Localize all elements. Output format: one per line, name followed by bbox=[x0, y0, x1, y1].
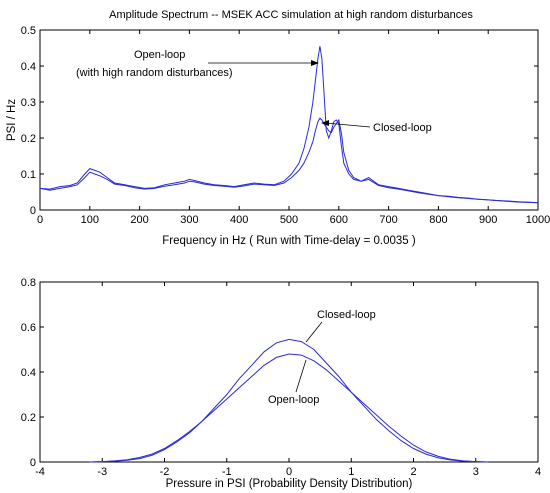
spectrum-y-ticks: 0 0.1 0.2 0.3 0.4 0.5 bbox=[21, 25, 538, 217]
annotation-arrows-top bbox=[208, 60, 371, 128]
y-tick-label: 0.6 bbox=[21, 322, 36, 334]
pdf-x-ticks: -4 -3 -2 -1 0 1 2 3 4 bbox=[35, 282, 541, 478]
y-tick-label: 0.2 bbox=[21, 133, 36, 145]
x-tick-label: 300 bbox=[180, 214, 198, 226]
y-tick-label: 0 bbox=[30, 457, 36, 469]
y-tick-label: 0.1 bbox=[21, 169, 36, 181]
x-tick-label: 200 bbox=[130, 214, 148, 226]
y-tick-label: 0.5 bbox=[21, 25, 36, 37]
x-tick-label: 4 bbox=[535, 466, 541, 478]
y-tick-label: 0.4 bbox=[21, 61, 36, 73]
arrowhead-closed-loop-top bbox=[321, 120, 329, 126]
x-tick-label: -2 bbox=[160, 466, 170, 478]
y-tick-label: 0.4 bbox=[21, 367, 36, 379]
x-tick-label: 0 bbox=[37, 214, 43, 226]
arrow-closed-loop-top bbox=[325, 122, 371, 128]
spectrum-x-ticks: 0 100 200 300 400 500 600 700 800 900 1000 bbox=[37, 30, 550, 226]
arrowhead-open-loop-top bbox=[311, 60, 319, 66]
y-tick-label: 0 bbox=[30, 205, 36, 217]
annotation-open-loop-sub: (with high random disturbances) bbox=[76, 67, 233, 79]
x-tick-label: -4 bbox=[35, 466, 45, 478]
x-tick-label: 100 bbox=[81, 214, 99, 226]
x-tick-label: -3 bbox=[97, 466, 107, 478]
x-tick-label: 400 bbox=[230, 214, 248, 226]
spectrum-lines bbox=[39, 46, 539, 204]
x-tick-label: 500 bbox=[280, 214, 298, 226]
pdf-x-label: Pressure in PSI (Probability Density Dis… bbox=[166, 478, 413, 490]
arrow-open-loop-bottom bbox=[295, 359, 307, 393]
annotation-closed-loop-bottom: Closed-loop bbox=[317, 309, 376, 321]
annotation-open-loop-bottom: Open-loop bbox=[268, 394, 319, 406]
x-tick-label: 600 bbox=[330, 214, 348, 226]
series-line-1 bbox=[89, 338, 489, 463]
pdf-lines bbox=[89, 338, 489, 463]
x-tick-label: 700 bbox=[379, 214, 397, 226]
x-tick-label: 0 bbox=[286, 466, 292, 478]
series-line-2 bbox=[39, 117, 539, 204]
annotation-closed-loop-top: Closed-loop bbox=[373, 122, 432, 134]
x-tick-label: 900 bbox=[479, 214, 497, 226]
x-tick-label: 3 bbox=[473, 466, 479, 478]
y-tick-label: 0.3 bbox=[21, 97, 36, 109]
y-tick-label: 0.2 bbox=[21, 412, 36, 424]
annotation-open-loop-top: Open-loop bbox=[134, 49, 185, 61]
pdf-y-ticks: 0 0.2 0.4 0.6 0.8 bbox=[21, 277, 538, 469]
pdf-axes-box bbox=[39, 281, 539, 463]
spectrum-chart: Amplitude Spectrum -- MSEK ACC simulatio… bbox=[6, 9, 550, 247]
x-tick-label: 2 bbox=[410, 466, 416, 478]
spectrum-x-label: Frequency in Hz ( Run with Time-delay = … bbox=[162, 235, 416, 247]
series-line-2 bbox=[89, 353, 489, 463]
arrow-closed-loop-bottom bbox=[305, 321, 323, 343]
x-tick-label: -1 bbox=[222, 466, 232, 478]
y-tick-label: 0.8 bbox=[21, 277, 36, 289]
spectrum-title: Amplitude Spectrum -- MSEK ACC simulatio… bbox=[109, 9, 473, 21]
x-tick-label: 1 bbox=[348, 466, 354, 478]
x-tick-label: 1000 bbox=[526, 214, 550, 226]
pdf-chart: -4 -3 -2 -1 0 1 2 3 4 0 0.2 0.4 0.6 0.8 Pressure in … bbox=[21, 277, 541, 490]
x-tick-label: 800 bbox=[429, 214, 447, 226]
annotation-arrows-bottom bbox=[295, 321, 323, 393]
spectrum-y-label: PSI / Hz bbox=[6, 99, 18, 141]
